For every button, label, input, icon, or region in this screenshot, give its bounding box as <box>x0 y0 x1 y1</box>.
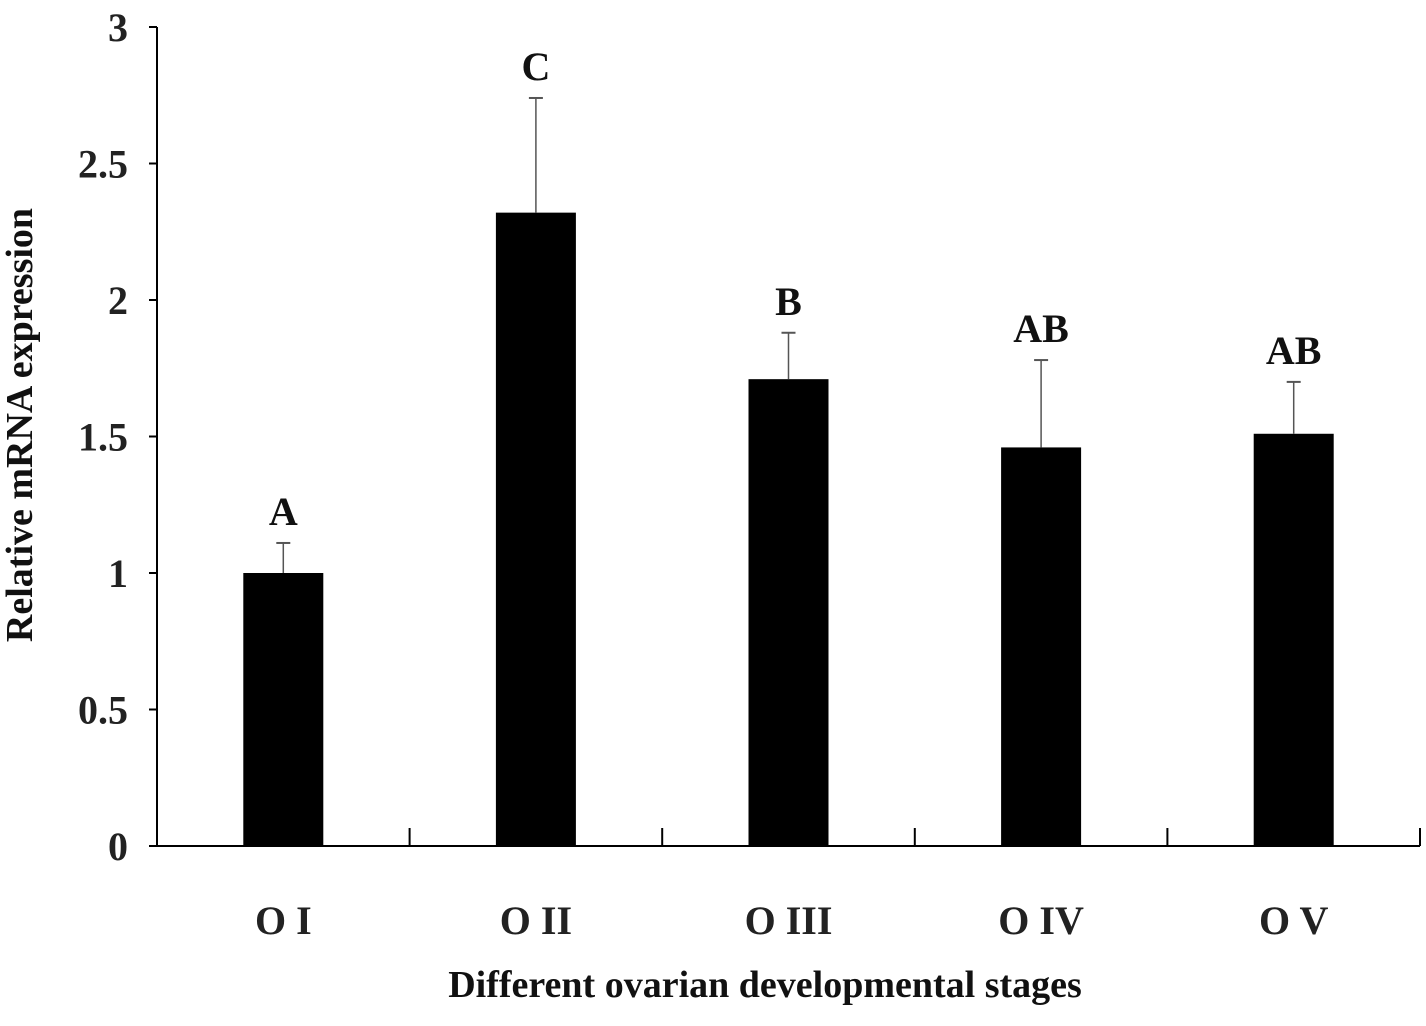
error-bars <box>276 96 1301 573</box>
bar <box>1001 447 1082 846</box>
bar <box>1253 433 1334 846</box>
bar <box>495 212 576 846</box>
category-label: O I <box>255 898 312 943</box>
x-axis-ticks <box>408 828 1421 846</box>
bar <box>748 379 829 846</box>
y-tick-label: 1.5 <box>78 415 128 460</box>
significance-label: C <box>521 44 550 89</box>
significance-label: A <box>269 489 298 534</box>
category-label: O V <box>1259 898 1328 943</box>
significance-label: AB <box>1266 328 1322 373</box>
bar <box>243 573 324 846</box>
y-tick-label: 3 <box>108 5 128 50</box>
y-tick-label: 0 <box>108 824 128 869</box>
y-axis-title: Relative mRNA expression <box>0 208 41 642</box>
y-tick-label: 2.5 <box>78 142 128 187</box>
significance-label: AB <box>1013 306 1069 351</box>
y-tick-label: 1 <box>108 551 128 596</box>
bars <box>243 212 1334 846</box>
x-axis-title: Different ovarian developmental stages <box>448 964 1082 1006</box>
category-label: O II <box>500 898 572 943</box>
significance-label: B <box>775 279 802 324</box>
category-labels: O I O II O III O IV O V <box>255 898 1328 943</box>
category-label: O III <box>745 898 833 943</box>
y-tick-label: 2 <box>108 278 128 323</box>
y-axis-ticks: 0 0.5 1 1.5 2 2.5 3 <box>78 5 157 869</box>
category-label: O IV <box>998 898 1084 943</box>
significance-labels: A C B AB AB <box>269 44 1322 534</box>
y-tick-label: 0.5 <box>78 688 128 733</box>
